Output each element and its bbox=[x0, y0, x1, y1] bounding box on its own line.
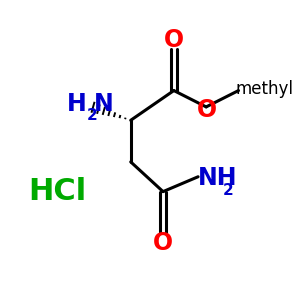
Text: HCl: HCl bbox=[28, 177, 87, 206]
Text: O: O bbox=[196, 98, 217, 122]
Text: N: N bbox=[94, 92, 113, 116]
Text: 2: 2 bbox=[87, 108, 98, 123]
Text: NH: NH bbox=[198, 166, 238, 190]
Text: O: O bbox=[164, 28, 184, 52]
Text: O: O bbox=[153, 231, 173, 255]
Text: H: H bbox=[67, 92, 86, 116]
Text: 2: 2 bbox=[223, 183, 234, 198]
Text: methyl: methyl bbox=[236, 80, 294, 98]
